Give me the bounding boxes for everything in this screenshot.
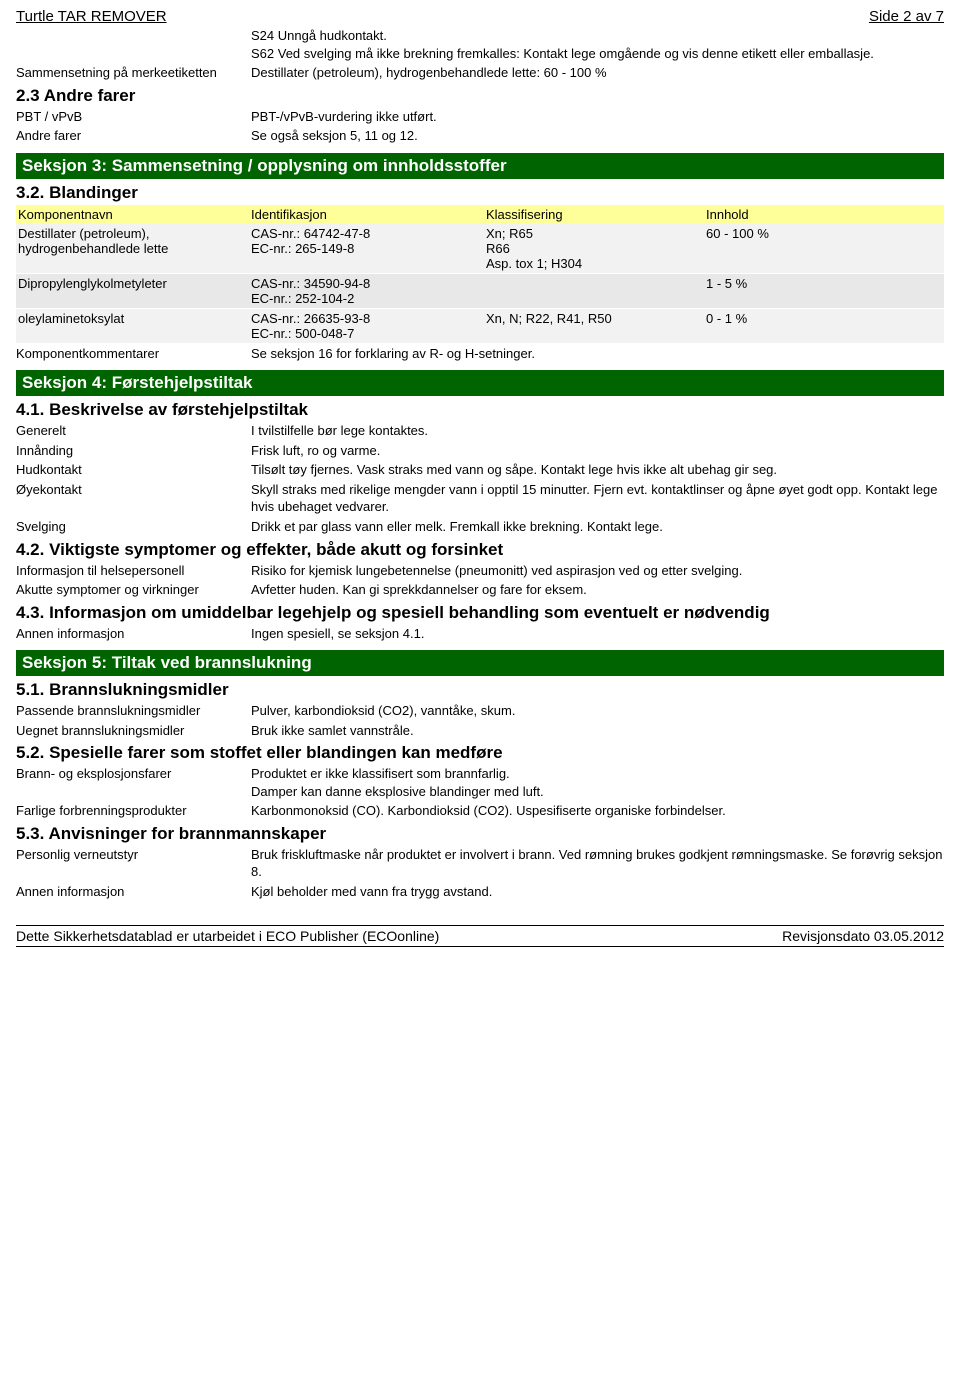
label-helsepersonell: Informasjon til helsepersonell bbox=[16, 562, 251, 580]
comp-comments-value: Se seksjon 16 for forklaring av R- og H-… bbox=[251, 345, 944, 363]
col-content: Innhold bbox=[706, 207, 944, 222]
row-andre-farer: Andre farer Se også seksjon 5, 11 og 12. bbox=[16, 127, 944, 145]
value-helsepersonell: Risiko for kjemisk lungebetennelse (pneu… bbox=[251, 562, 944, 580]
section-4-header: Seksjon 4: Førstehjelpstiltak bbox=[16, 370, 944, 396]
label-akutte: Akutte symptomer og virkninger bbox=[16, 581, 251, 599]
value-akutte: Avfetter huden. Kan gi sprekkdannelser o… bbox=[251, 581, 944, 599]
label-hudkontakt: Hudkontakt bbox=[16, 461, 251, 479]
row-hudkontakt: HudkontaktTilsølt tøy fjernes. Vask stra… bbox=[16, 461, 944, 479]
label-generelt: Generelt bbox=[16, 422, 251, 440]
composition-label-row: Sammensetning på merkeetiketten Destilla… bbox=[16, 64, 944, 82]
value-oyekontakt: Skyll straks med rikelige mengder vann i… bbox=[251, 481, 944, 516]
label-andre-farer: Andre farer bbox=[16, 127, 251, 145]
page-footer: Dette Sikkerhetsdatablad er utarbeidet i… bbox=[16, 925, 944, 947]
comp2-class bbox=[486, 276, 706, 306]
label-forbrenning: Farlige forbrenningsprodukter bbox=[16, 802, 251, 820]
label-brann: Brann- og eksplosjonsfarer bbox=[16, 765, 251, 800]
value-passende: Pulver, karbondioksid (CO2), vanntåke, s… bbox=[251, 702, 944, 720]
comp1-class: Xn; R65 R66 Asp. tox 1; H304 bbox=[486, 226, 706, 271]
value-pbt: PBT-/vPvB-vurdering ikke utført. bbox=[251, 108, 944, 126]
safety-s62: S62 Ved svelging må ikke brekning fremka… bbox=[251, 45, 944, 63]
value-generelt: I tvilstilfelle bør lege kontaktes. bbox=[251, 422, 944, 440]
row-uegnet: Uegnet brannslukningsmidlerBruk ikke sam… bbox=[16, 722, 944, 740]
col-name: Komponentnavn bbox=[16, 207, 251, 222]
comp2-id: CAS-nr.: 34590-94-8 EC-nr.: 252-104-2 bbox=[251, 276, 486, 306]
component-row-1: Destillater (petroleum), hydrogenbehandl… bbox=[16, 224, 944, 273]
value-hudkontakt: Tilsølt tøy fjernes. Vask straks med van… bbox=[251, 461, 944, 479]
label-pbt: PBT / vPvB bbox=[16, 108, 251, 126]
row-akutte: Akutte symptomer og virkningerAvfetter h… bbox=[16, 581, 944, 599]
value-uegnet: Bruk ikke samlet vannstråle. bbox=[251, 722, 944, 740]
sub-3-2: 3.2. Blandinger bbox=[16, 183, 944, 203]
label-annen-info: Annen informasjon bbox=[16, 625, 251, 643]
comp3-class: Xn, N; R22, R41, R50 bbox=[486, 311, 706, 341]
row-generelt: GenereltI tvilstilfelle bør lege kontakt… bbox=[16, 422, 944, 440]
label-svelging: Svelging bbox=[16, 518, 251, 536]
value-innanding: Frisk luft, ro og varme. bbox=[251, 442, 944, 460]
section-5-header: Seksjon 5: Tiltak ved brannslukning bbox=[16, 650, 944, 676]
row-pbt: PBT / vPvB PBT-/vPvB-vurdering ikke utfø… bbox=[16, 108, 944, 126]
comp2-name: Dipropylenglykolmetyleter bbox=[16, 276, 251, 306]
label-passende: Passende brannslukningsmidler bbox=[16, 702, 251, 720]
section-3-header: Seksjon 3: Sammensetning / opplysning om… bbox=[16, 153, 944, 179]
row-forbrenning: Farlige forbrenningsprodukterKarbonmonok… bbox=[16, 802, 944, 820]
comp1-content: 60 - 100 % bbox=[706, 226, 944, 271]
sub-5-3: 5.3. Anvisninger for brannmannskaper bbox=[16, 824, 944, 844]
header-left: Turtle TAR REMOVER bbox=[16, 8, 167, 25]
row-annen-info: Annen informasjonIngen spesiell, se seks… bbox=[16, 625, 944, 643]
value-verneutstyr: Bruk friskluftmaske når produktet er inv… bbox=[251, 846, 944, 881]
col-class: Klassifisering bbox=[486, 207, 706, 222]
comp3-id: CAS-nr.: 26635-93-8 EC-nr.: 500-048-7 bbox=[251, 311, 486, 341]
sub-4-1: 4.1. Beskrivelse av førstehjelpstiltak bbox=[16, 400, 944, 420]
component-row-2: Dipropylenglykolmetyleter CAS-nr.: 34590… bbox=[16, 274, 944, 308]
safety-s24: S24 Unngå hudkontakt. bbox=[251, 27, 944, 45]
label-verneutstyr: Personlig verneutstyr bbox=[16, 846, 251, 881]
sub-4-3: 4.3. Informasjon om umiddelbar legehjelp… bbox=[16, 603, 944, 623]
row-innanding: InnåndingFrisk luft, ro og varme. bbox=[16, 442, 944, 460]
sub-5-1: 5.1. Brannslukningsmidler bbox=[16, 680, 944, 700]
comp3-name: oleylaminetoksylat bbox=[16, 311, 251, 341]
row-svelging: SvelgingDrikk et par glass vann eller me… bbox=[16, 518, 944, 536]
sub-5-2: 5.2. Spesielle farer som stoffet eller b… bbox=[16, 743, 944, 763]
component-row-3: oleylaminetoksylat CAS-nr.: 26635-93-8 E… bbox=[16, 309, 944, 343]
value-forbrenning: Karbonmonoksid (CO). Karbondioksid (CO2)… bbox=[251, 802, 944, 820]
label-uegnet: Uegnet brannslukningsmidler bbox=[16, 722, 251, 740]
comp3-content: 0 - 1 % bbox=[706, 311, 944, 341]
row-oyekontakt: ØyekontaktSkyll straks med rikelige meng… bbox=[16, 481, 944, 516]
comp1-name: Destillater (petroleum), hydrogenbehandl… bbox=[16, 226, 251, 271]
value-svelging: Drikk et par glass vann eller melk. Frem… bbox=[251, 518, 944, 536]
label-oyekontakt: Øyekontakt bbox=[16, 481, 251, 516]
footer-right: Revisjonsdato 03.05.2012 bbox=[782, 928, 944, 944]
sub-4-2: 4.2. Viktigste symptomer og effekter, bå… bbox=[16, 540, 944, 560]
col-id: Identifikasjon bbox=[251, 207, 486, 222]
row-verneutstyr: Personlig verneutstyrBruk friskluftmaske… bbox=[16, 846, 944, 881]
sub-2-3: 2.3 Andre farer bbox=[16, 86, 944, 106]
value-annen-info-5: Kjøl beholder med vann fra trygg avstand… bbox=[251, 883, 944, 901]
row-brann: Brann- og eksplosjonsfarerProduktet er i… bbox=[16, 765, 944, 800]
label-annen-info-5: Annen informasjon bbox=[16, 883, 251, 901]
comp1-id: CAS-nr.: 64742-47-8 EC-nr.: 265-149-8 bbox=[251, 226, 486, 271]
comp-comments-label: Komponentkommentarer bbox=[16, 345, 251, 363]
composition-label: Sammensetning på merkeetiketten bbox=[16, 64, 251, 82]
components-header: Komponentnavn Identifikasjon Klassifiser… bbox=[16, 205, 944, 224]
label-innanding: Innånding bbox=[16, 442, 251, 460]
footer-left: Dette Sikkerhetsdatablad er utarbeidet i… bbox=[16, 928, 439, 944]
value-brann: Produktet er ikke klassifisert som brann… bbox=[251, 765, 944, 800]
value-annen-info: Ingen spesiell, se seksjon 4.1. bbox=[251, 625, 944, 643]
comp2-content: 1 - 5 % bbox=[706, 276, 944, 306]
component-comments: Komponentkommentarer Se seksjon 16 for f… bbox=[16, 345, 944, 363]
page-header: Turtle TAR REMOVER Side 2 av 7 bbox=[16, 8, 944, 25]
row-passende: Passende brannslukningsmidlerPulver, kar… bbox=[16, 702, 944, 720]
composition-value: Destillater (petroleum), hydrogenbehandl… bbox=[251, 64, 944, 82]
value-andre-farer: Se også seksjon 5, 11 og 12. bbox=[251, 127, 944, 145]
row-annen-info-5: Annen informasjonKjøl beholder med vann … bbox=[16, 883, 944, 901]
row-helsepersonell: Informasjon til helsepersonellRisiko for… bbox=[16, 562, 944, 580]
header-right: Side 2 av 7 bbox=[869, 8, 944, 25]
